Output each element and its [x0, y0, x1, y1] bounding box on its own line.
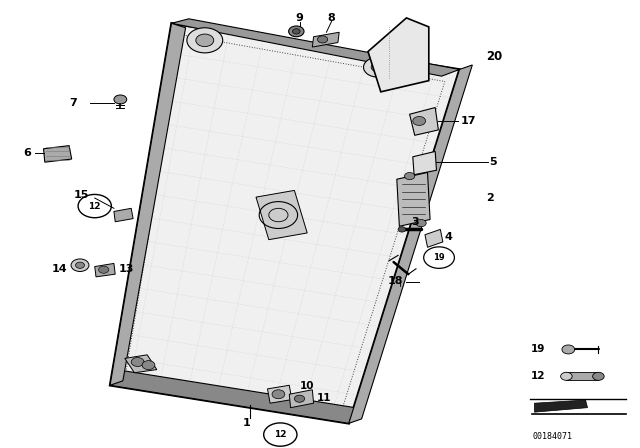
Polygon shape — [172, 19, 460, 76]
Circle shape — [364, 57, 392, 77]
Polygon shape — [349, 65, 472, 423]
Polygon shape — [425, 229, 443, 247]
Text: 19: 19 — [531, 345, 545, 354]
Polygon shape — [110, 370, 355, 423]
Text: 1: 1 — [243, 418, 250, 428]
Circle shape — [142, 361, 155, 370]
Circle shape — [131, 358, 144, 366]
Text: 6: 6 — [23, 148, 31, 158]
Polygon shape — [397, 172, 430, 226]
Text: 2: 2 — [486, 193, 494, 203]
Circle shape — [317, 36, 328, 43]
Text: 3: 3 — [411, 217, 419, 227]
Circle shape — [292, 29, 300, 34]
Text: 10: 10 — [300, 381, 314, 391]
Text: 19: 19 — [433, 253, 445, 262]
Circle shape — [398, 227, 406, 232]
Circle shape — [71, 259, 89, 271]
Polygon shape — [410, 108, 438, 135]
Circle shape — [196, 34, 214, 47]
Polygon shape — [44, 146, 72, 162]
Polygon shape — [368, 18, 429, 92]
Circle shape — [413, 116, 426, 125]
Circle shape — [289, 26, 304, 37]
Text: 00184071: 00184071 — [532, 432, 573, 441]
Circle shape — [99, 266, 109, 273]
Circle shape — [187, 28, 223, 53]
Circle shape — [593, 372, 604, 380]
Circle shape — [76, 262, 84, 268]
Text: 11: 11 — [317, 393, 332, 403]
Text: 20: 20 — [486, 49, 502, 63]
Circle shape — [114, 95, 127, 104]
Text: 13: 13 — [118, 264, 134, 274]
Circle shape — [562, 345, 575, 354]
Text: 5: 5 — [490, 157, 497, 167]
Text: 18: 18 — [388, 276, 403, 286]
Text: 4: 4 — [445, 232, 452, 241]
Text: 12: 12 — [88, 202, 101, 211]
Bar — [566, 372, 598, 380]
Polygon shape — [268, 385, 292, 403]
Text: 15: 15 — [74, 190, 89, 200]
Polygon shape — [256, 190, 307, 240]
Polygon shape — [110, 23, 460, 423]
Polygon shape — [534, 400, 588, 412]
Polygon shape — [289, 390, 314, 408]
Text: 12: 12 — [531, 371, 546, 381]
Text: 7: 7 — [69, 98, 77, 108]
Polygon shape — [114, 208, 133, 222]
Text: 12: 12 — [274, 430, 287, 439]
Circle shape — [294, 395, 305, 402]
Text: 8: 8 — [328, 13, 335, 23]
Circle shape — [416, 220, 426, 227]
Text: 17: 17 — [461, 116, 476, 126]
Text: 14: 14 — [52, 264, 67, 274]
Circle shape — [272, 390, 285, 399]
Polygon shape — [312, 32, 339, 47]
Circle shape — [404, 172, 415, 180]
Circle shape — [561, 372, 572, 380]
Polygon shape — [413, 151, 436, 175]
Polygon shape — [125, 355, 157, 373]
Circle shape — [371, 63, 384, 72]
Polygon shape — [95, 263, 115, 277]
Text: 9: 9 — [296, 13, 303, 23]
Polygon shape — [110, 23, 186, 385]
